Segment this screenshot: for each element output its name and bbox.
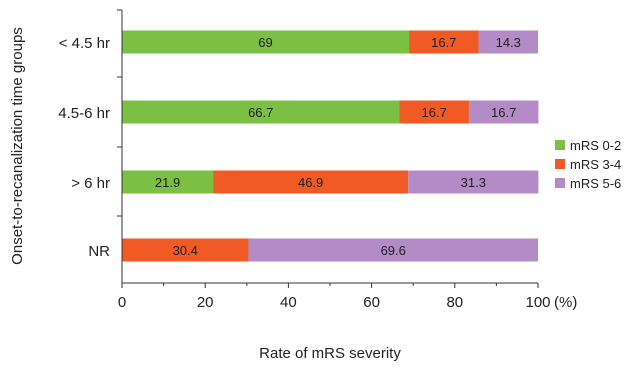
bar-3-series-1	[122, 170, 214, 194]
data-label: 16.7	[491, 105, 516, 120]
x-tick-label: 100	[525, 294, 550, 311]
category-label: 4.5-6 hr	[58, 105, 110, 122]
x-axis-unit: (%)	[554, 294, 577, 311]
legend-label: mRS 5-6	[570, 176, 621, 191]
category-label: < 4.5 hr	[59, 35, 110, 52]
bar-4-series-3	[248, 238, 539, 262]
y-axis-title: Onset-to-recanalization time groups	[9, 27, 26, 265]
x-tick-label: 0	[118, 294, 126, 311]
data-label: 66.7	[248, 105, 273, 120]
x-axis-title: Rate of mRS severity	[259, 345, 401, 362]
data-label: 69	[258, 35, 272, 50]
x-tick-label: 40	[280, 294, 297, 311]
bar-1-series-1	[122, 30, 410, 54]
data-label: 30.4	[173, 243, 198, 258]
bar-3-series-2	[213, 170, 409, 194]
bars-group: 69 16.7 14.3 66.7 16.7 16.7 21.9 46.9 31.3 30.4 69…	[122, 30, 539, 262]
bar-4-series-2	[122, 238, 249, 262]
data-label: 69.6	[381, 243, 406, 258]
legend-swatch	[555, 140, 565, 150]
data-label: 21.9	[155, 175, 180, 190]
legend: mRS 0-2 mRS 3-4 mRS 5-6	[555, 138, 621, 191]
data-label: 16.7	[431, 35, 456, 50]
category-label: > 6 hr	[71, 175, 110, 192]
legend-swatch	[555, 178, 565, 188]
category-label: NR	[88, 243, 110, 260]
ticks-group: < 4.5 hr 4.5-6 hr > 6 hr NR 0 20 40 60 80 100	[58, 9, 551, 311]
bar-2-series-3	[468, 100, 539, 124]
data-label: 31.3	[461, 175, 486, 190]
bar-1-series-2	[409, 30, 479, 54]
data-label: 14.3	[496, 35, 521, 50]
legend-swatch	[555, 159, 565, 169]
bar-3-series-3	[408, 170, 539, 194]
x-tick-label: 80	[446, 294, 463, 311]
bar-2-series-2	[399, 100, 469, 124]
legend-label: mRS 0-2	[570, 138, 621, 153]
data-label: 16.7	[422, 105, 447, 120]
x-tick-label: 60	[363, 294, 380, 311]
bar-1-series-3	[478, 30, 538, 54]
data-label: 46.9	[298, 175, 323, 190]
x-tick-label: 20	[197, 294, 214, 311]
bar-2-series-1	[122, 100, 400, 124]
legend-label: mRS 3-4	[570, 157, 621, 172]
